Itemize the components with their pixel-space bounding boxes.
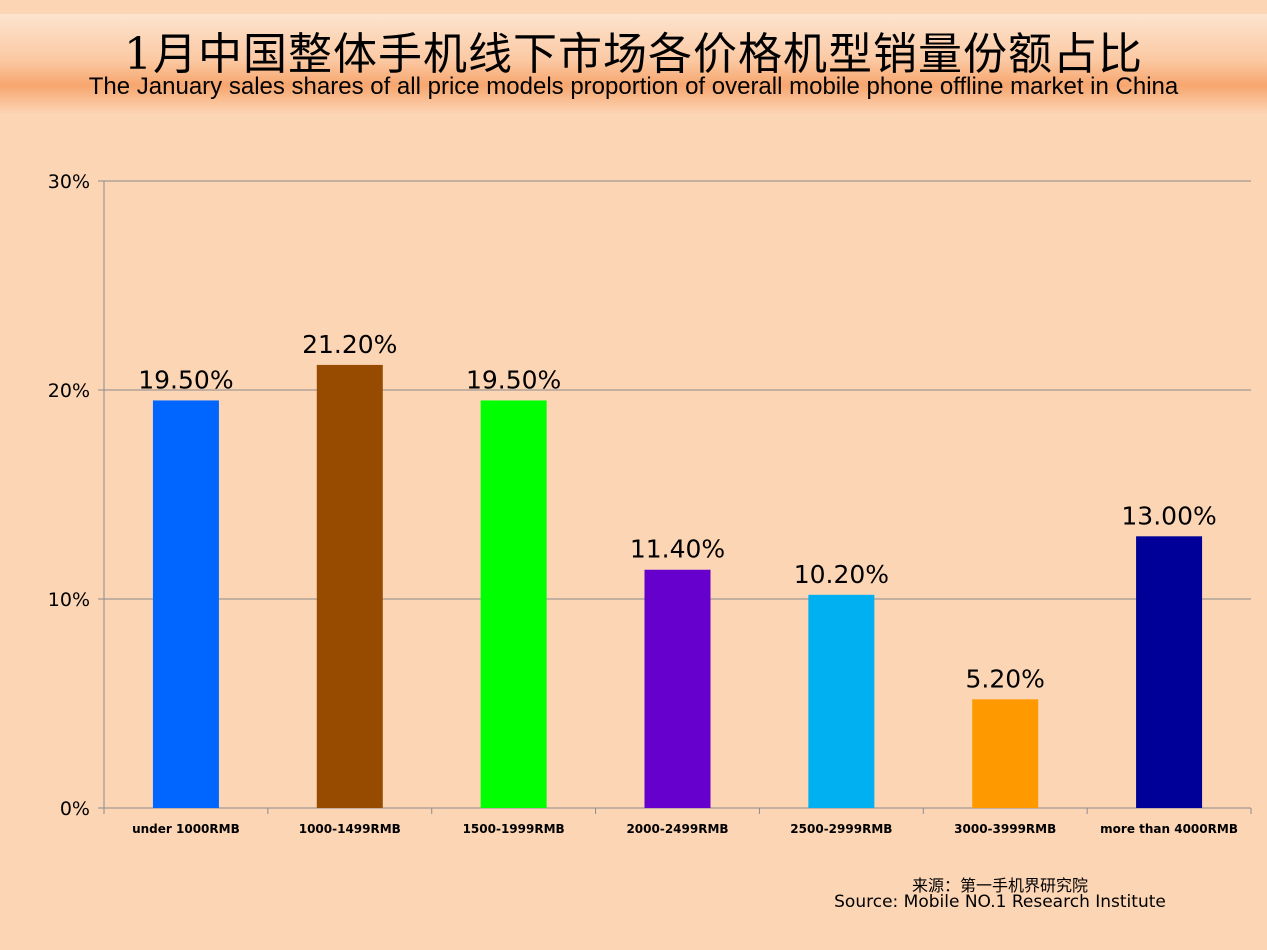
bar — [480, 400, 547, 808]
bar — [1136, 536, 1203, 808]
category-label: 2000-2499RMB — [626, 822, 728, 836]
category-label: 1000-1499RMB — [299, 822, 401, 836]
source-chinese: 来源：第一手机界研究院 — [911, 876, 1088, 895]
data-label: 5.20% — [966, 664, 1045, 693]
y-tick-label: 10% — [48, 589, 90, 611]
data-label: 19.50% — [138, 365, 233, 394]
source-english: Source: Mobile NO.1 Research Institute — [834, 892, 1166, 912]
bar — [644, 569, 711, 808]
data-label: 13.00% — [1121, 501, 1216, 530]
category-label: 2500-2999RMB — [790, 822, 892, 836]
bar — [152, 400, 219, 808]
data-label: 21.20% — [302, 330, 397, 359]
category-label: more than 4000RMB — [1100, 822, 1238, 836]
header-band — [0, 14, 1267, 116]
bar — [316, 364, 383, 808]
y-tick-label: 0% — [60, 798, 90, 820]
y-tick-label: 20% — [48, 380, 90, 402]
data-label: 19.50% — [466, 365, 561, 394]
data-label: 10.20% — [794, 560, 889, 589]
bar — [808, 594, 875, 808]
chart-title-chinese: 1月中国整体手机线下市场各价格机型销量份额占比 — [124, 29, 1143, 80]
category-label: 1500-1999RMB — [463, 822, 565, 836]
category-label: 3000-3999RMB — [954, 822, 1056, 836]
data-label: 11.40% — [630, 535, 725, 564]
y-tick-label: 30% — [48, 171, 90, 193]
bar — [972, 699, 1039, 808]
chart-title-english: The January sales shares of all price mo… — [88, 73, 1179, 100]
category-label: under 1000RMB — [132, 822, 240, 836]
